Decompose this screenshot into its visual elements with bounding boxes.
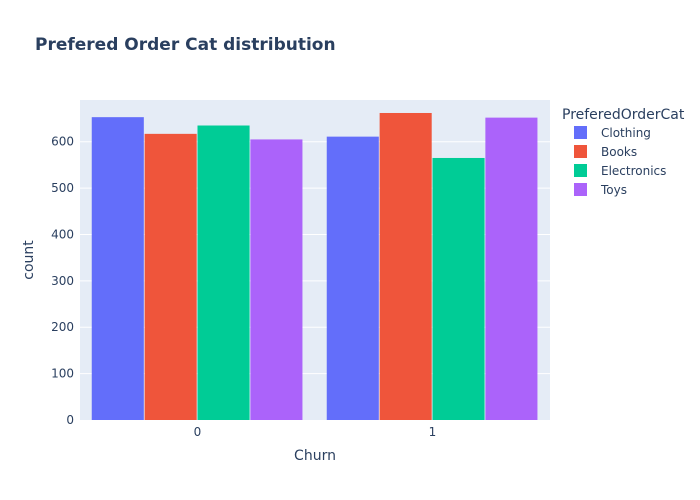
legend-title: PreferedOrderCat bbox=[562, 107, 685, 123]
y-tick-label: 300 bbox=[51, 274, 74, 288]
y-tick-label: 200 bbox=[51, 320, 74, 334]
legend-label-books[interactable]: Books bbox=[601, 145, 637, 159]
bar-electronics-churn-0[interactable] bbox=[197, 125, 250, 420]
y-tick-label: 0 bbox=[66, 413, 74, 427]
y-tick-label: 100 bbox=[51, 367, 74, 381]
legend-label-toys[interactable]: Toys bbox=[600, 183, 627, 197]
y-tick-label: 400 bbox=[51, 227, 74, 241]
legend-swatch-electronics[interactable] bbox=[574, 164, 587, 177]
bar-toys-churn-0[interactable] bbox=[250, 139, 303, 420]
y-tick-label: 500 bbox=[51, 181, 74, 195]
legend-swatch-toys[interactable] bbox=[574, 183, 587, 196]
x-tick-label: 1 bbox=[429, 425, 437, 439]
y-tick-labels: 0 100 200 300 400 500 600 bbox=[51, 135, 74, 427]
bar-clothing-churn-0[interactable] bbox=[91, 117, 144, 420]
y-tick-label: 600 bbox=[51, 135, 74, 149]
bar-books-churn-1[interactable] bbox=[379, 112, 432, 420]
legend-swatch-books[interactable] bbox=[574, 145, 587, 158]
x-tick-label: 0 bbox=[194, 425, 202, 439]
legend-swatch-clothing[interactable] bbox=[574, 126, 587, 139]
bar-clothing-churn-1[interactable] bbox=[326, 136, 379, 420]
bar-electronics-churn-1[interactable] bbox=[432, 157, 485, 420]
legend-label-clothing[interactable]: Clothing bbox=[601, 126, 651, 140]
y-axis-title: count bbox=[21, 240, 37, 280]
bar-books-churn-0[interactable] bbox=[144, 133, 197, 420]
chart-title: Prefered Order Cat distribution bbox=[35, 35, 336, 55]
x-axis-title: Churn bbox=[294, 448, 336, 464]
legend: PreferedOrderCat Clothing Books Electronic… bbox=[562, 107, 685, 197]
bar-group bbox=[91, 112, 538, 420]
bar-toys-churn-1[interactable] bbox=[485, 117, 538, 420]
legend-label-electronics[interactable]: Electronics bbox=[601, 164, 666, 178]
